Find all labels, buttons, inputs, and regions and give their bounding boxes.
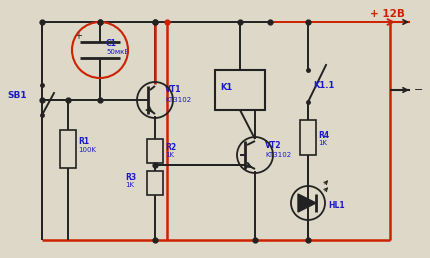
- Text: KT3102: KT3102: [265, 152, 291, 158]
- Text: R1: R1: [78, 138, 89, 147]
- Bar: [300, 120, 316, 155]
- Text: R2: R2: [165, 142, 176, 151]
- Bar: [60, 130, 76, 168]
- Text: VT2: VT2: [265, 141, 282, 149]
- Text: KT3102: KT3102: [165, 97, 191, 103]
- Text: SB1: SB1: [7, 91, 27, 100]
- Text: −: −: [414, 85, 424, 95]
- Bar: [147, 171, 163, 195]
- Text: 1K: 1K: [165, 152, 174, 158]
- Text: 1K: 1K: [318, 140, 327, 146]
- Bar: [147, 139, 163, 163]
- Text: R3: R3: [125, 173, 136, 181]
- Polygon shape: [298, 194, 316, 212]
- Text: 1K: 1K: [125, 182, 134, 188]
- Bar: [215, 70, 265, 110]
- Text: +: +: [74, 31, 82, 41]
- Text: C1: C1: [106, 39, 117, 49]
- Text: K1.1: K1.1: [313, 80, 335, 90]
- Text: 50мкБ: 50мкБ: [106, 49, 129, 55]
- Text: + 12В: + 12В: [370, 9, 405, 19]
- Text: K1: K1: [220, 84, 232, 93]
- Text: R4: R4: [318, 131, 329, 140]
- Text: 100K: 100K: [78, 147, 96, 153]
- Text: VT1: VT1: [165, 85, 181, 94]
- Text: HL1: HL1: [328, 201, 344, 211]
